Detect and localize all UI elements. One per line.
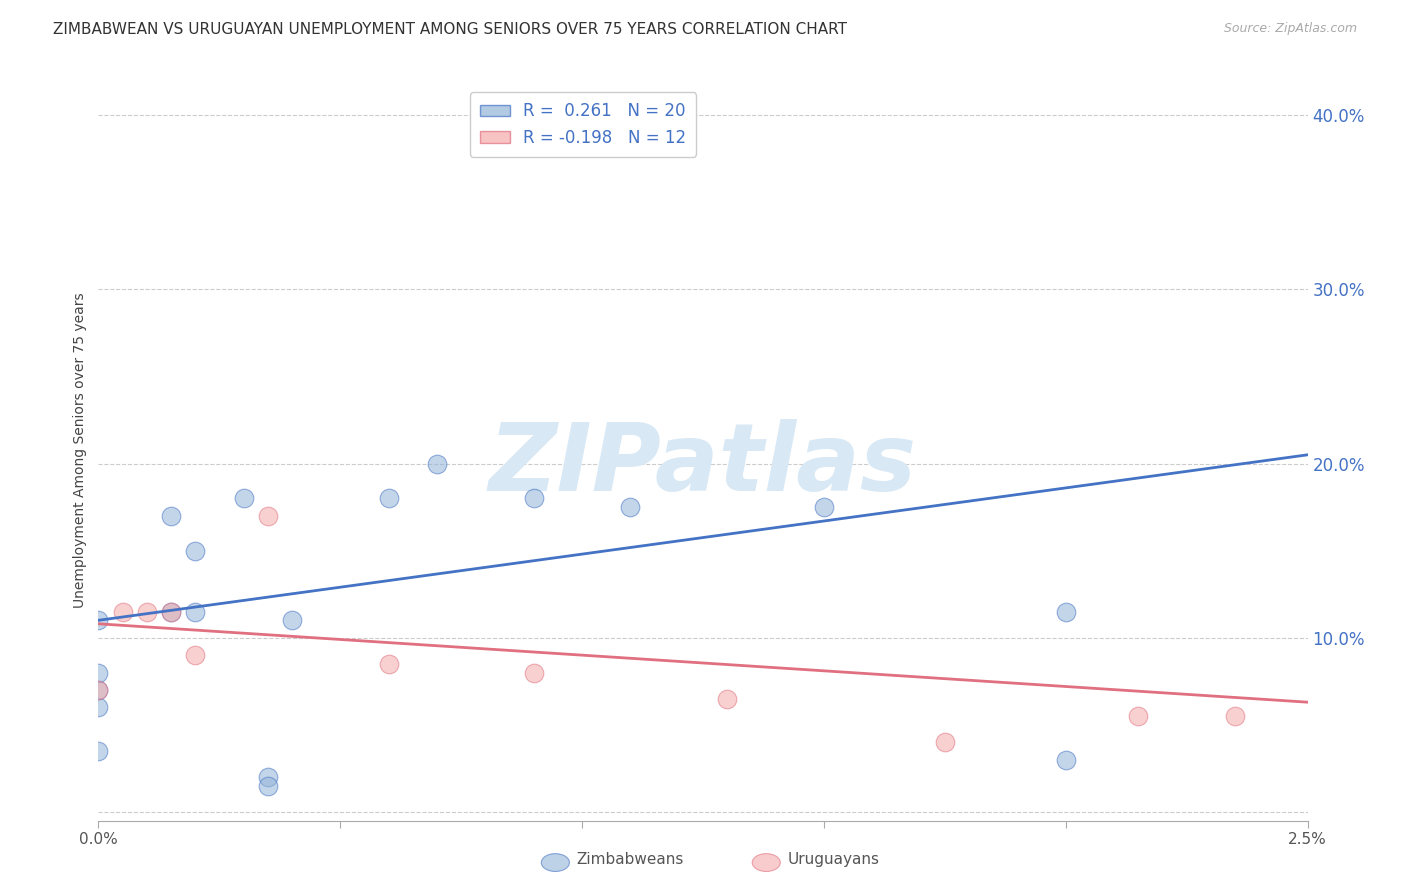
Point xyxy=(934,735,956,749)
Point xyxy=(377,491,399,506)
Point xyxy=(1223,709,1246,723)
Point xyxy=(184,543,207,558)
Point xyxy=(1054,605,1077,619)
Point xyxy=(1054,753,1077,767)
Point xyxy=(160,605,183,619)
Point xyxy=(87,665,110,680)
Point xyxy=(523,491,546,506)
Point xyxy=(716,691,738,706)
Point xyxy=(619,500,641,514)
Point xyxy=(87,613,110,627)
Point xyxy=(111,605,134,619)
Y-axis label: Unemployment Among Seniors over 75 years: Unemployment Among Seniors over 75 years xyxy=(73,293,87,608)
Legend: R =  0.261   N = 20, R = -0.198   N = 12: R = 0.261 N = 20, R = -0.198 N = 12 xyxy=(470,92,696,157)
Point xyxy=(160,605,183,619)
Point xyxy=(87,683,110,698)
Point xyxy=(184,605,207,619)
Point xyxy=(813,500,835,514)
Point xyxy=(377,657,399,671)
Point xyxy=(232,491,254,506)
Point xyxy=(281,613,304,627)
Text: Uruguayans: Uruguayans xyxy=(787,852,879,867)
Text: ZIPatlas: ZIPatlas xyxy=(489,419,917,511)
Point xyxy=(256,779,278,793)
Point xyxy=(87,744,110,758)
Text: Source: ZipAtlas.com: Source: ZipAtlas.com xyxy=(1223,22,1357,36)
Point xyxy=(426,457,449,471)
Point xyxy=(135,605,157,619)
Point xyxy=(256,770,278,784)
Point xyxy=(160,508,183,523)
Point xyxy=(1128,709,1150,723)
Point xyxy=(184,648,207,662)
Point xyxy=(256,508,278,523)
Text: ZIMBABWEAN VS URUGUAYAN UNEMPLOYMENT AMONG SENIORS OVER 75 YEARS CORRELATION CHA: ZIMBABWEAN VS URUGUAYAN UNEMPLOYMENT AMO… xyxy=(53,22,848,37)
Point xyxy=(523,665,546,680)
Point xyxy=(87,700,110,714)
Point xyxy=(87,683,110,698)
Text: Zimbabweans: Zimbabweans xyxy=(576,852,683,867)
